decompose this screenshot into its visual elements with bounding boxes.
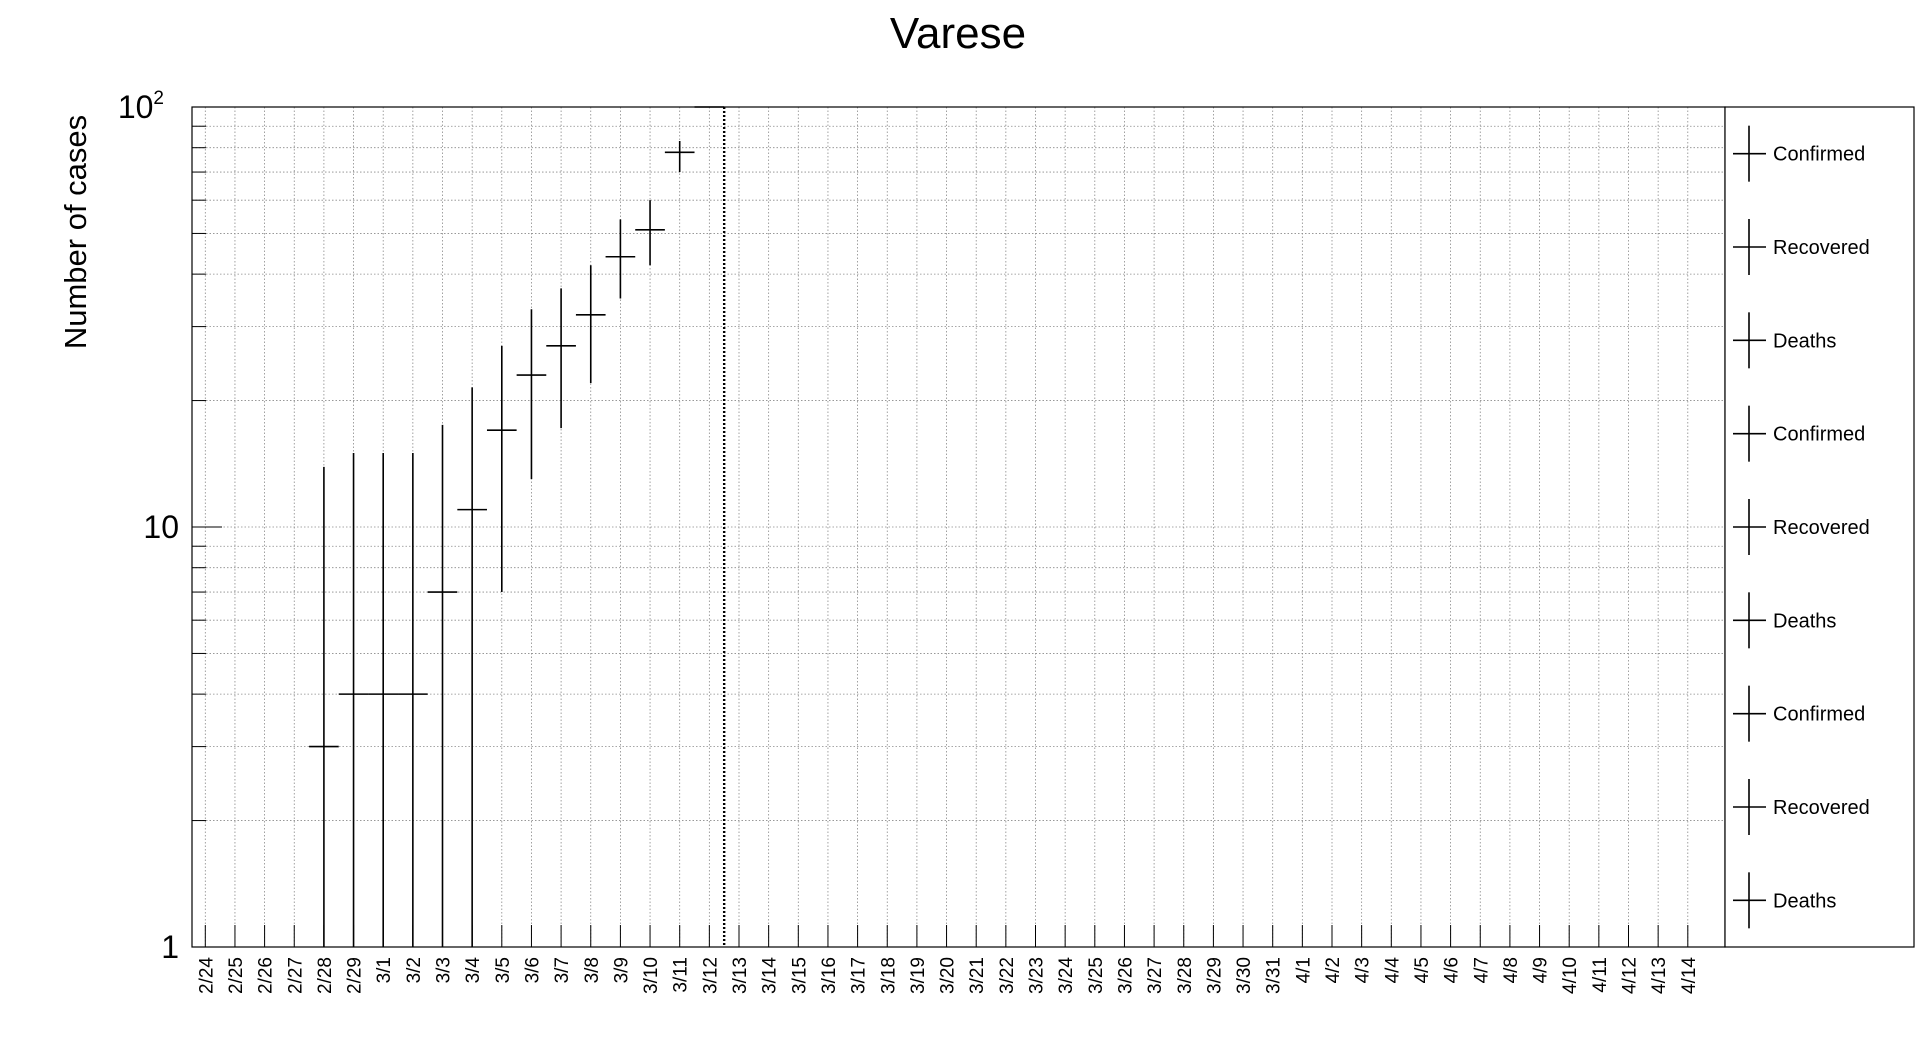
legend-entry: Deaths [1733, 872, 1836, 929]
x-tick-label: 2/25 [226, 957, 247, 994]
legend-entry: Confirmed [1733, 685, 1865, 742]
data-point [486, 345, 517, 593]
data-point [457, 387, 487, 947]
data-point [635, 200, 665, 266]
data-point [309, 466, 339, 947]
data-point [575, 265, 606, 384]
legend-entry: Deaths [1733, 312, 1836, 369]
legend-entry: Recovered [1733, 499, 1870, 555]
x-tick-label: 2/28 [315, 957, 336, 994]
data-point [664, 140, 695, 173]
legend-label: Recovered [1773, 797, 1870, 819]
grid [192, 107, 1725, 947]
x-tick-label: 3/10 [641, 957, 662, 994]
x-tick-label: 4/3 [1353, 957, 1374, 983]
legend-entry: Deaths [1733, 592, 1836, 649]
x-tick-label: 3/31 [1264, 957, 1285, 994]
x-tick-label: 4/14 [1679, 957, 1700, 994]
x-tick-label: 4/10 [1560, 957, 1581, 994]
legend-label: Deaths [1773, 610, 1836, 632]
x-tick-label: 3/14 [760, 957, 781, 994]
x-tick-label: 3/5 [493, 957, 514, 983]
x-tick-label: 3/8 [582, 957, 603, 983]
data-point [398, 453, 428, 947]
legend-label: Confirmed [1773, 704, 1865, 726]
x-tick-label: 3/1 [374, 957, 395, 983]
x-tick-label: 4/6 [1442, 957, 1463, 983]
x-tick-label: 2/24 [196, 957, 217, 994]
y-axis-label: Number of cases [58, 115, 93, 349]
x-tick-label: 4/13 [1649, 957, 1670, 994]
data-point [427, 424, 458, 947]
x-tick-label: 2/26 [256, 957, 277, 994]
legend-label: Confirmed [1773, 144, 1865, 166]
x-tick-label: 3/4 [463, 957, 484, 984]
x-tick-label: 3/9 [611, 957, 632, 983]
data-point [546, 288, 576, 429]
data-point [605, 219, 636, 299]
x-tick-label: 4/5 [1412, 957, 1433, 983]
y-tick-label: 10 [143, 509, 179, 545]
data-points [309, 106, 726, 947]
x-tick-label: 2/27 [285, 957, 306, 994]
x-tick-label: 4/11 [1590, 957, 1611, 993]
x-tick-label: 3/19 [908, 957, 929, 994]
x-tick-label: 3/7 [552, 957, 573, 983]
chart-title: Varese [890, 9, 1026, 58]
legend-entry: Confirmed [1733, 405, 1865, 462]
x-tick-label: 3/2 [404, 957, 425, 983]
data-point [516, 309, 547, 480]
x-tick-label: 3/20 [938, 957, 959, 994]
x-tick-label: 4/7 [1471, 957, 1492, 983]
x-tick-label: 3/11 [671, 957, 692, 993]
legend-label: Confirmed [1773, 424, 1865, 446]
x-tick-label: 3/21 [967, 957, 988, 994]
legend-entry: Recovered [1733, 779, 1870, 835]
x-tick-label: 4/1 [1293, 957, 1314, 983]
x-tick-label: 3/27 [1145, 957, 1166, 994]
x-tick-label: 3/23 [1027, 957, 1048, 994]
x-tick-label: 3/24 [1056, 957, 1077, 994]
x-tick-label: 3/28 [1175, 957, 1196, 994]
x-tick-label: 4/12 [1620, 957, 1641, 994]
x-tick-label: 3/26 [1115, 957, 1136, 994]
legend-entry: Confirmed [1733, 125, 1865, 182]
x-tick-label: 3/16 [819, 957, 840, 994]
x-tick-label: 3/30 [1234, 957, 1255, 994]
x-tick-label: 3/18 [878, 957, 899, 994]
y-tick-label: 102 [118, 88, 164, 125]
x-tick-label: 4/2 [1323, 957, 1344, 983]
legend-label: Recovered [1773, 237, 1870, 259]
x-tick-label: 4/8 [1501, 957, 1522, 983]
data-point [338, 453, 369, 947]
x-tick-label: 4/9 [1531, 957, 1552, 983]
x-tick-label: 3/17 [849, 957, 870, 994]
x-tick-label: 3/15 [789, 957, 810, 994]
data-point [368, 453, 399, 947]
y-tick-labels: 1 10 102 [118, 88, 179, 965]
legend-label: Recovered [1773, 517, 1870, 539]
x-tick-label: 2/29 [345, 957, 366, 994]
legend-entries: Confirmed Recovered Deaths Confirmed Recover… [1733, 125, 1870, 929]
x-tick-label: 3/29 [1204, 957, 1225, 994]
x-tick-labels: 2/24 2/25 2/26 2/27 2/28 2/29 3/1 3/2 3/3 3/4 3/5 3… [196, 957, 1700, 994]
x-tick-label: 4/4 [1382, 957, 1403, 984]
legend-label: Deaths [1773, 330, 1836, 352]
x-tick-label: 3/3 [434, 957, 455, 983]
legend-entry: Recovered [1733, 219, 1870, 275]
legend-label: Deaths [1773, 890, 1836, 912]
x-tick-label: 3/6 [522, 957, 543, 983]
x-tick-label: 3/12 [700, 957, 721, 994]
y-tick-label: 1 [161, 929, 179, 965]
x-tick-label: 3/25 [1086, 957, 1107, 994]
x-tick-label: 3/22 [997, 957, 1018, 994]
x-tick-label: 3/13 [730, 957, 751, 994]
